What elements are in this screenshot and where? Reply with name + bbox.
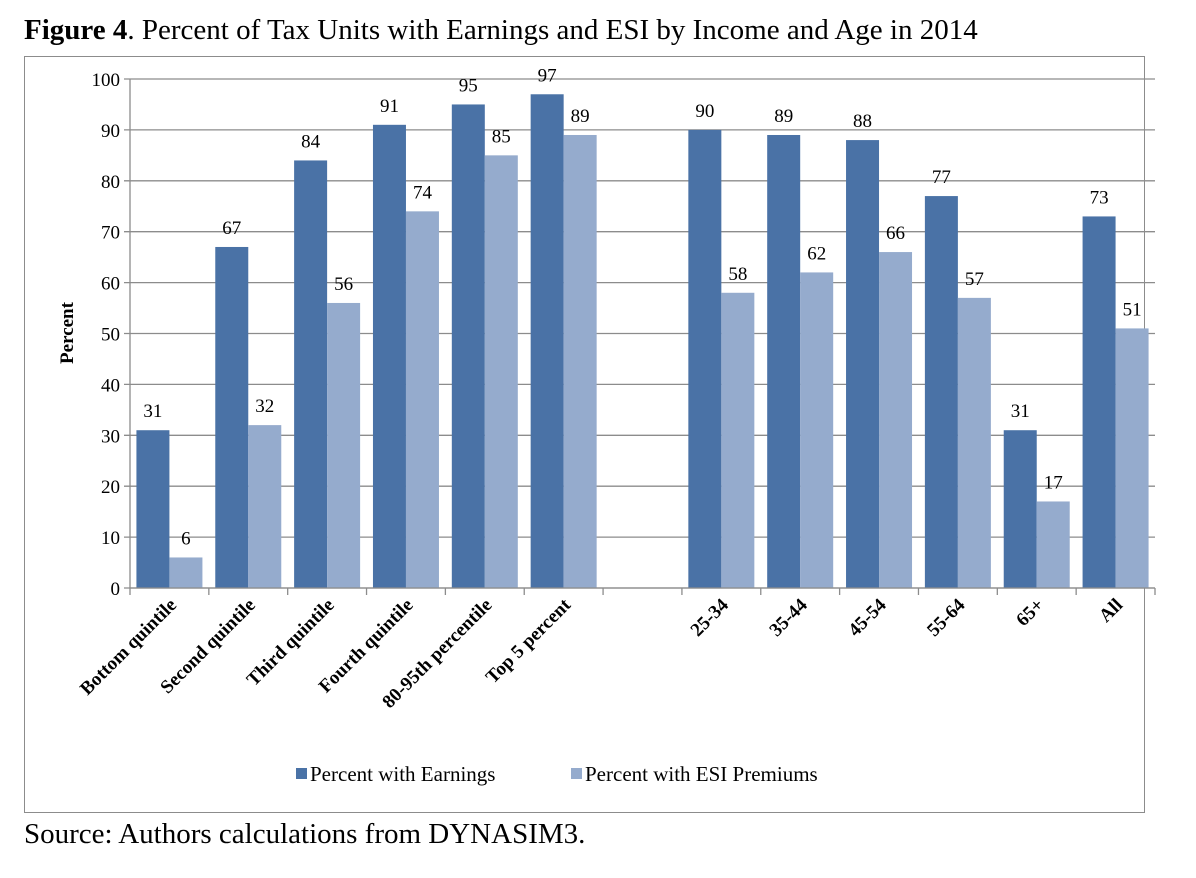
bar-esi: [327, 302, 361, 588]
bar-esi: [563, 134, 597, 589]
bar-earnings: [451, 104, 485, 588]
bar-earnings: [767, 134, 801, 589]
bar-esi: [169, 557, 203, 588]
bar-earnings: [294, 160, 328, 588]
bar-earnings: [530, 94, 564, 589]
bar-esi: [484, 155, 518, 588]
legend-label: Percent with ESI Premiums: [585, 762, 818, 786]
data-label-earnings: 67: [222, 218, 241, 239]
figure-label: Figure 4: [24, 14, 128, 46]
data-label-esi: 58: [728, 264, 747, 285]
data-label-esi: 66: [886, 223, 905, 244]
legend: Percent with Earnings Percent with ESI Pr…: [296, 762, 818, 786]
category-label: Top 5 percent: [482, 594, 576, 688]
data-label-earnings: 73: [1090, 187, 1109, 208]
bar-esi: [1115, 328, 1149, 588]
data-label-esi: 85: [492, 126, 511, 147]
legend-label: Percent with Earnings: [310, 762, 495, 786]
bar-earnings: [215, 246, 249, 588]
bar-esi: [957, 297, 991, 588]
y-tick-label: 10: [101, 528, 120, 549]
data-label-esi: 57: [965, 269, 984, 290]
bar-esi: [800, 272, 834, 588]
bar-esi: [1036, 501, 1070, 588]
bar-earnings: [1082, 216, 1116, 588]
data-label-esi: 56: [334, 274, 353, 295]
data-label-esi: 32: [255, 396, 274, 417]
y-axis-ticks: 0 10 20 30 40 50 60 70 80 90 100: [92, 70, 121, 600]
bar-earnings: [846, 140, 880, 588]
y-tick-label: 80: [101, 172, 120, 193]
category-label: 25-34: [687, 594, 734, 641]
data-label-earnings: 31: [143, 401, 162, 422]
figure-title: Figure 4. Percent of Tax Units with Earn…: [24, 14, 978, 47]
y-axis-label: Percent: [57, 301, 78, 364]
category-label: 45-54: [844, 594, 891, 641]
data-label-earnings: 91: [380, 96, 399, 117]
bar-earnings: [688, 129, 722, 588]
data-label-earnings: 95: [459, 75, 478, 96]
y-tick-label: 90: [101, 121, 120, 142]
y-tick-label: 30: [101, 426, 120, 447]
category-label: 35-44: [766, 594, 813, 641]
bar-esi: [405, 211, 439, 588]
bars: [136, 94, 1149, 589]
data-label-earnings: 88: [853, 111, 872, 132]
bar-earnings: [1003, 430, 1037, 588]
legend-swatch: [296, 768, 307, 779]
data-label-earnings: 89: [774, 106, 793, 127]
figure-title-text: . Percent of Tax Units with Earnings and…: [127, 14, 978, 46]
data-label-esi: 74: [413, 182, 433, 203]
y-tick-label: 100: [92, 70, 121, 91]
bar-esi: [721, 292, 755, 588]
bar-earnings: [136, 430, 170, 588]
bar-earnings: [924, 196, 958, 588]
y-tick-label: 50: [101, 325, 120, 346]
data-label-esi: 51: [1123, 299, 1142, 320]
data-label-esi: 62: [807, 243, 826, 264]
y-tick-label: 70: [101, 223, 120, 244]
data-label-earnings: 97: [538, 65, 557, 86]
bar-earnings: [372, 124, 406, 588]
data-label-earnings: 31: [1011, 401, 1030, 422]
y-tick-label: 0: [111, 579, 121, 600]
y-tick-label: 40: [101, 375, 120, 396]
bar-esi: [879, 252, 913, 588]
data-label-esi: 89: [571, 106, 590, 127]
data-label-esi: 6: [181, 528, 191, 549]
bar-esi: [248, 425, 282, 588]
x-axis: [129, 587, 1156, 595]
data-label-earnings: 84: [301, 131, 321, 152]
y-tick-label: 60: [101, 274, 120, 295]
category-label: All: [1095, 595, 1127, 627]
category-label: 55-64: [923, 594, 970, 641]
category-label: 65+: [1012, 595, 1048, 631]
data-label-esi: 17: [1044, 472, 1063, 493]
data-label-earnings: 90: [695, 101, 714, 122]
source-note: Source: Authors calculations from DYNASI…: [24, 818, 586, 850]
data-labels: 31 67 84 91 95 97 90 89 88 77 31 73 6 32 56 74 85 89 58 62 6…: [143, 65, 1141, 549]
data-label-earnings: 77: [932, 167, 951, 188]
legend-swatch: [571, 768, 582, 779]
y-tick-label: 20: [101, 477, 120, 498]
